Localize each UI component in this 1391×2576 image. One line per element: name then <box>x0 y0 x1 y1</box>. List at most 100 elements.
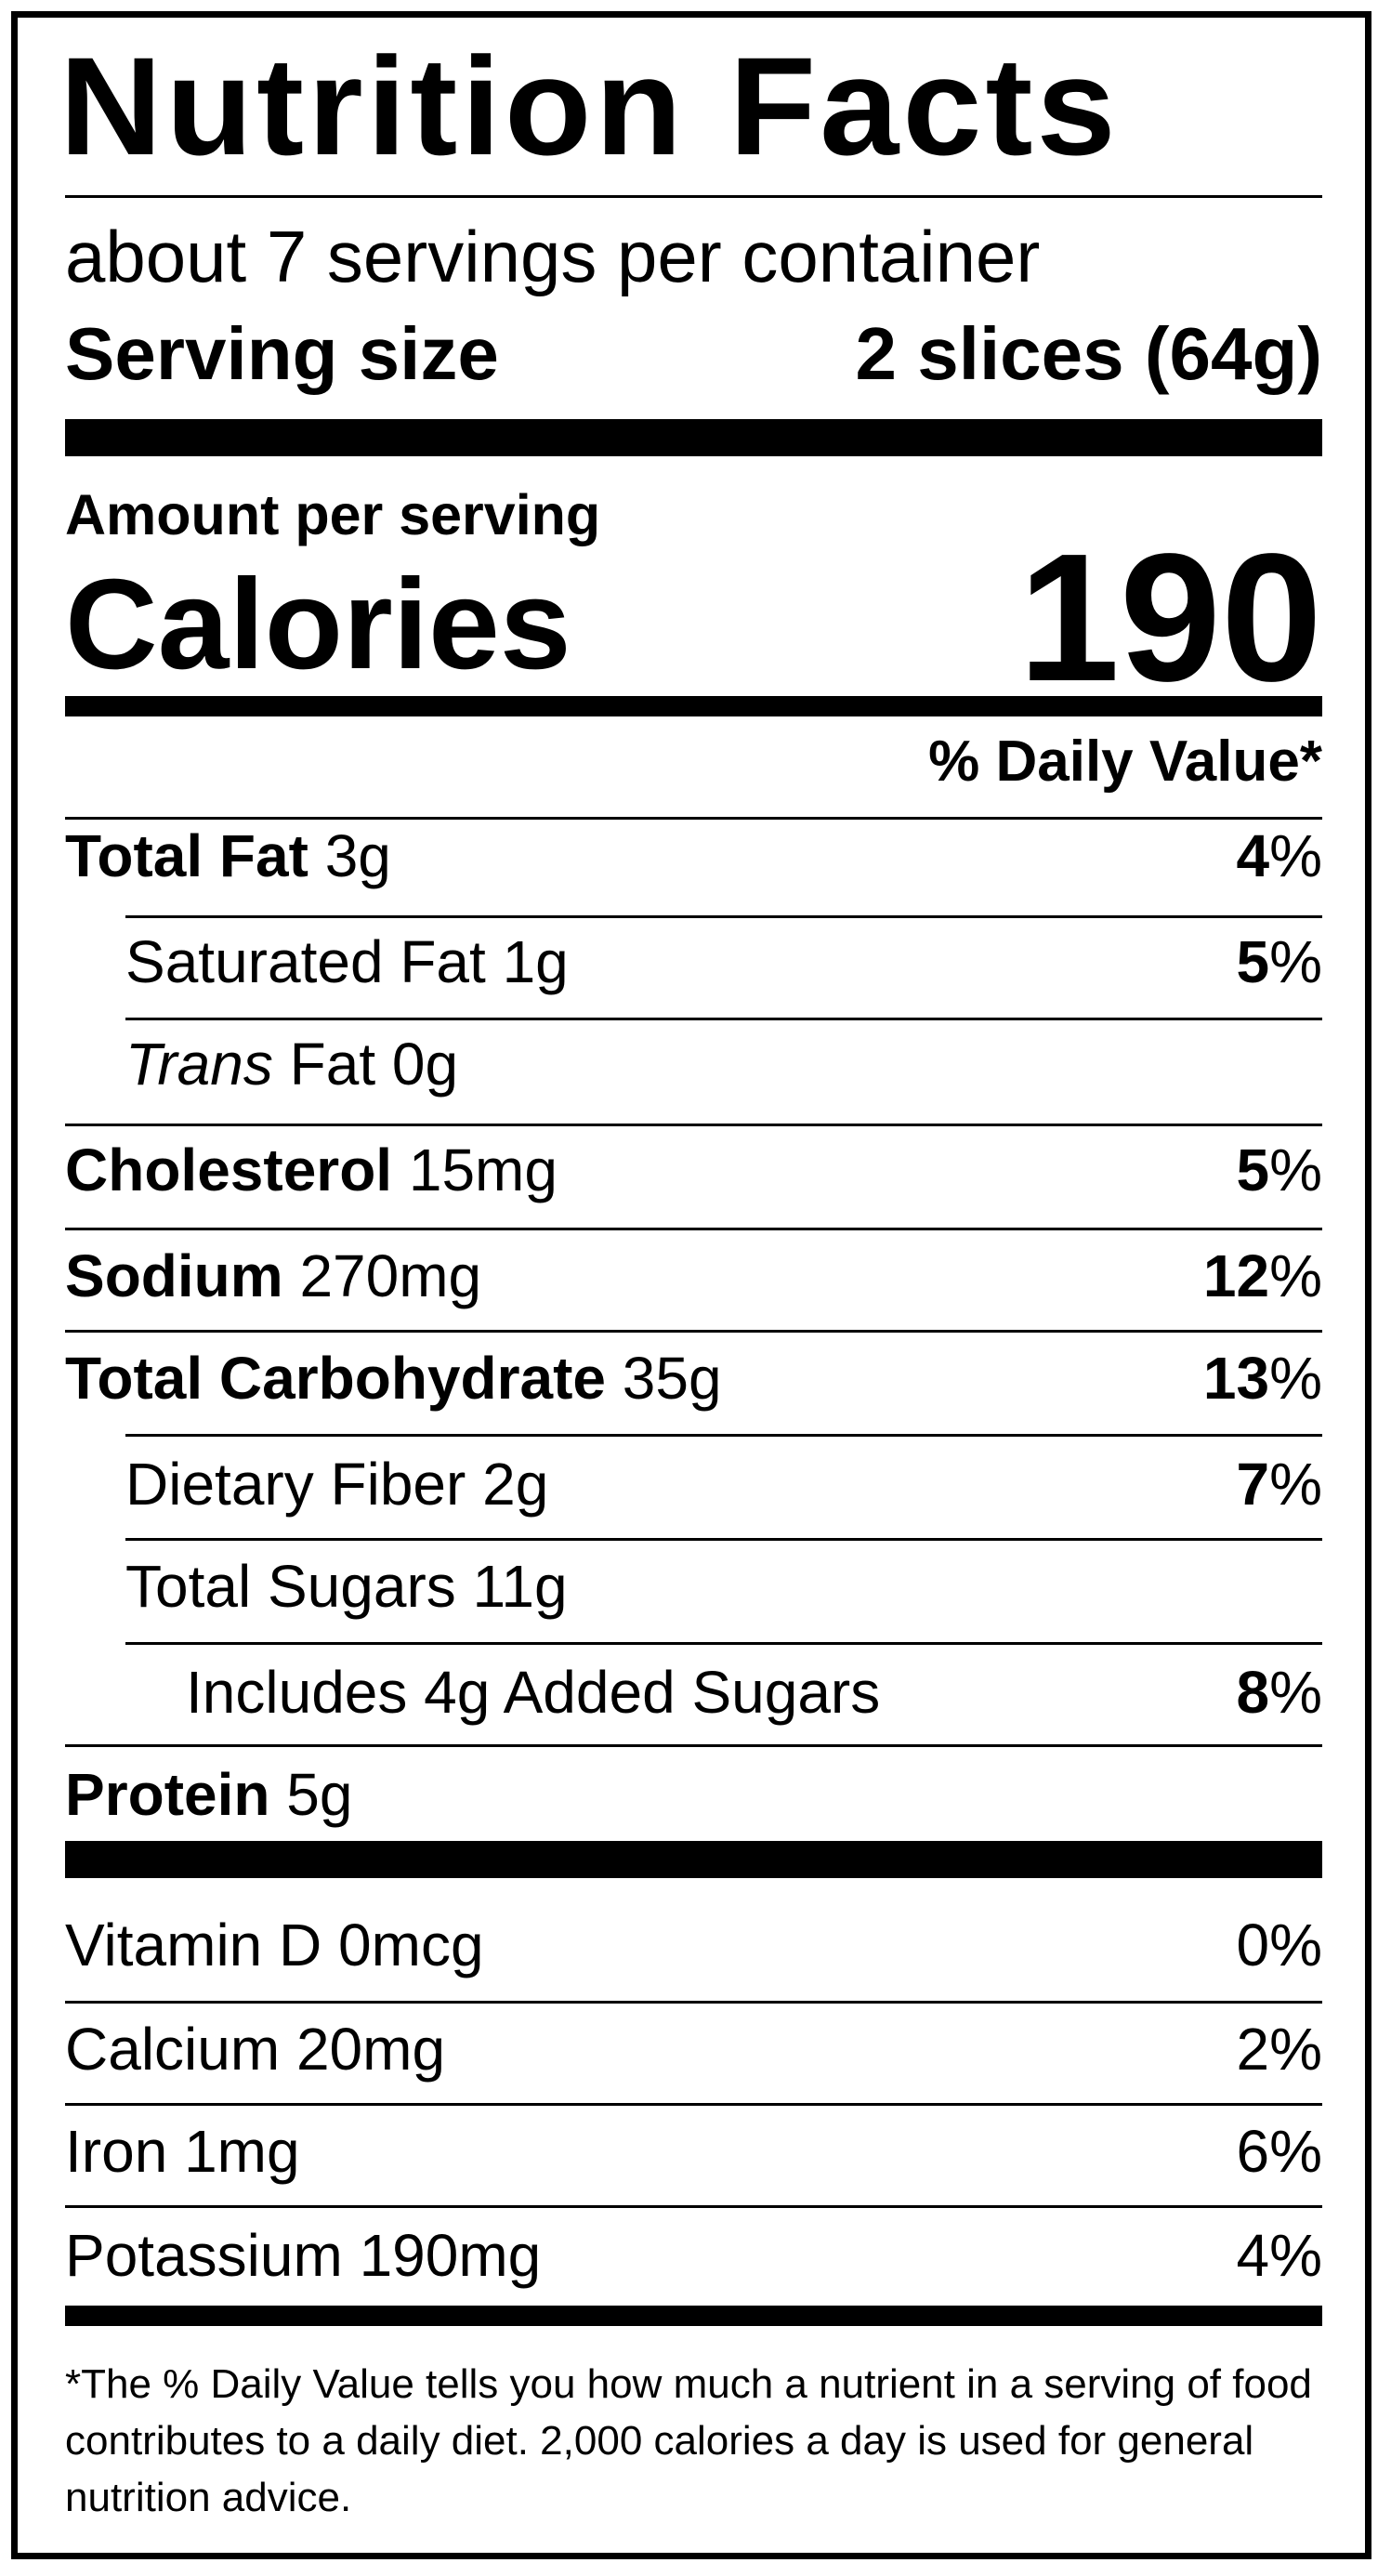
vitamin-daily-value: 6% <box>1236 2118 1323 2185</box>
serving-size-row: Serving size 2 slices (64g) <box>65 311 1322 397</box>
nutrient-amount: 2g <box>482 1451 549 1518</box>
nutrient-amount: 15mg <box>408 1137 558 1203</box>
vitamin-name: Vitamin D <box>65 1912 322 1978</box>
nutrient-name: Cholesterol <box>65 1137 393 1203</box>
nutrient-row: Saturated Fat 1g 5% <box>65 932 1322 992</box>
divider <box>125 1538 1322 1541</box>
nutrient-row: Dietary Fiber 2g 7% <box>65 1454 1322 1514</box>
divider <box>65 2103 1322 2106</box>
nutrient-amount: 0g <box>391 1031 459 1097</box>
percent-sign: % <box>1269 1345 1322 1412</box>
percent-sign: % <box>1269 822 1322 889</box>
percent-sign: % <box>1269 1451 1322 1518</box>
vitamin-name: Calcium <box>65 2016 281 2083</box>
nutrient-name-amount: Total Sugars 11g <box>65 1557 568 1616</box>
vitamin-name: Potassium <box>65 2222 343 2289</box>
serving-size-value: 2 slices (64g) <box>855 312 1323 395</box>
vitamin-amount: 20mg <box>295 2016 446 2083</box>
nutrient-daily-value: 13% <box>1203 1348 1322 1408</box>
divider <box>65 195 1322 198</box>
nutrient-amount: 3g <box>324 822 391 889</box>
nutrient-name: Sodium <box>65 1242 283 1309</box>
nutrient-name: Trans <box>125 1031 273 1097</box>
label-title: Nutrition Facts <box>59 28 1120 184</box>
thick-divider <box>65 419 1322 456</box>
daily-value-number: 4 <box>1236 822 1270 889</box>
vitamin-name-amount: Vitamin D 0mcg <box>65 1915 484 1975</box>
nutrient-name-amount: Sodium 270mg <box>65 1246 481 1306</box>
vitamin-row: Iron 1mg 6% <box>65 2122 1322 2181</box>
vitamin-row: Potassium 190mg 4% <box>65 2226 1322 2285</box>
vitamin-daily-value: 0% <box>1236 1912 1323 1978</box>
divider <box>65 1744 1322 1747</box>
nutrient-daily-value: 8% <box>1237 1663 1323 1722</box>
vitamin-name-amount: Calcium 20mg <box>65 2019 445 2079</box>
nutrient-row: Total Carbohydrate 35g 13% <box>65 1348 1322 1408</box>
nutrient-amount: 270mg <box>299 1242 482 1309</box>
daily-value-number: 12 <box>1202 1242 1270 1309</box>
footnote: *The % Daily Value tells you how much a … <box>65 2361 1312 2520</box>
daily-value-number: 8 <box>1236 1659 1270 1726</box>
daily-value-header: % Daily Value* <box>928 729 1322 794</box>
divider <box>65 817 1322 820</box>
percent-sign: % <box>1269 1137 1322 1203</box>
percent-sign: % <box>1269 1242 1322 1309</box>
divider <box>125 1018 1322 1020</box>
amount-per-serving-text: Amount per serving <box>65 483 601 546</box>
divider <box>65 1228 1322 1230</box>
servings-text: about 7 servings per container <box>65 216 1041 297</box>
nutrient-name-amount: Saturated Fat 1g <box>65 932 569 992</box>
medium-divider <box>65 2306 1322 2326</box>
daily-value-number: 13 <box>1202 1345 1270 1412</box>
vitamin-name-amount: Potassium 190mg <box>65 2226 541 2285</box>
daily-value-number: 7 <box>1236 1451 1270 1518</box>
nutrient-name-amount: Total Fat 3g <box>65 826 391 886</box>
vitamin-name: Iron <box>65 2118 168 2185</box>
daily-value-number: 5 <box>1236 928 1270 995</box>
divider <box>65 1124 1322 1126</box>
nutrient-name: Dietary Fiber <box>125 1451 466 1518</box>
nutrient-name: Protein <box>65 1761 270 1828</box>
nutrient-amount: 1g <box>502 928 569 995</box>
nutrient-name: Total Carbohydrate <box>65 1345 606 1412</box>
daily-value-number: 5 <box>1236 1137 1270 1203</box>
nutrient-daily-value: 4% <box>1237 826 1323 886</box>
nutrient-name: Includes 4g Added Sugars <box>186 1659 881 1726</box>
nutrient-name-amount: Protein 5g <box>65 1765 352 1824</box>
nutrient-row: Sodium 270mg 12% <box>65 1246 1322 1306</box>
vitamin-daily-value: 2% <box>1236 2016 1323 2083</box>
divider <box>125 1434 1322 1437</box>
nutrient-daily-value: 5% <box>1237 932 1323 992</box>
nutrient-name: Saturated Fat <box>125 928 486 995</box>
calories-value: 190 <box>1017 516 1322 719</box>
vitamin-name-amount: Iron 1mg <box>65 2122 300 2181</box>
vitamin-row: Vitamin D 0mcg 0% <box>65 1915 1322 1975</box>
divider <box>65 2205 1322 2208</box>
nutrient-row: Trans Fat 0g <box>65 1034 1322 1094</box>
nutrient-name-amount: Cholesterol 15mg <box>65 1140 558 1200</box>
divider <box>125 1642 1322 1645</box>
vitamin-row: Calcium 20mg 2% <box>65 2019 1322 2079</box>
divider <box>65 2001 1322 2004</box>
nutrient-name-amount: Dietary Fiber 2g <box>65 1454 548 1514</box>
vitamin-daily-value: 4% <box>1236 2222 1323 2289</box>
nutrient-row: Protein 5g <box>65 1765 1322 1824</box>
divider <box>125 915 1322 918</box>
nutrient-name-amount: Trans Fat 0g <box>65 1034 458 1094</box>
nutrient-daily-value: 5% <box>1237 1140 1323 1200</box>
nutrient-row: Total Fat 3g 4% <box>65 826 1322 886</box>
nutrient-row: Cholesterol 15mg 5% <box>65 1140 1322 1200</box>
nutrient-name-amount: Total Carbohydrate 35g <box>65 1348 722 1408</box>
nutrient-daily-value: 7% <box>1237 1454 1323 1514</box>
vitamin-amount: 190mg <box>359 2222 542 2289</box>
nutrient-daily-value: 12% <box>1203 1246 1322 1306</box>
nutrient-row: Total Sugars 11g <box>65 1557 1322 1616</box>
servings-per-container: about 7 servings per container <box>65 215 1322 299</box>
nutrient-amount: 11g <box>472 1553 568 1620</box>
percent-sign: % <box>1269 1659 1322 1726</box>
nutrient-name: Total Sugars <box>125 1553 456 1620</box>
vitamin-amount: 1mg <box>184 2118 300 2185</box>
nutrient-row: Includes 4g Added Sugars 8% <box>65 1663 1322 1722</box>
divider <box>65 1330 1322 1333</box>
calories-label: Calories <box>65 553 571 696</box>
